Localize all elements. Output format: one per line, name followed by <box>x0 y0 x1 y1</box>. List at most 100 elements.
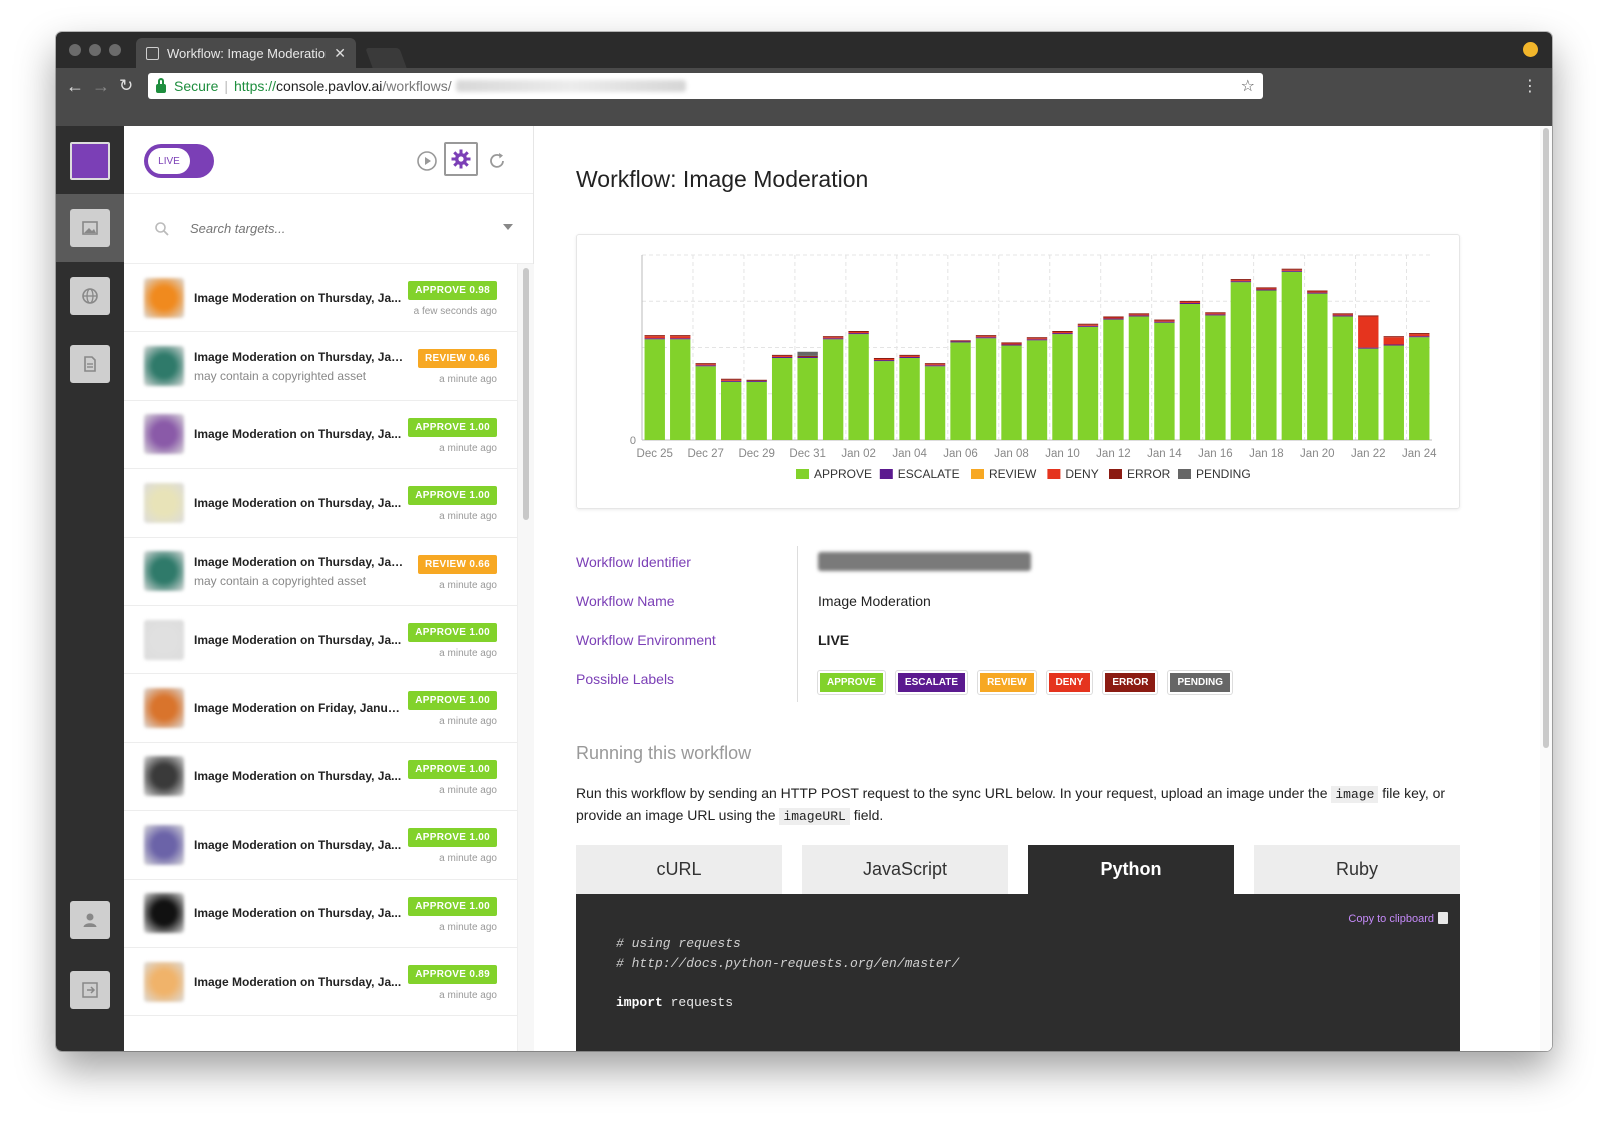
chart-xtick-label: Jan 24 <box>1402 448 1437 460</box>
chart-bar-deny <box>1205 313 1226 315</box>
chart-bar-escalate <box>1256 289 1277 291</box>
item-status: APPROVE 0.98 a few seconds ago <box>408 280 497 317</box>
nav-web[interactable] <box>56 262 124 330</box>
refresh-icon[interactable] <box>486 150 508 172</box>
chart-xtick-label: Dec 25 <box>637 448 673 460</box>
live-toggle[interactable]: LIVE <box>144 144 214 178</box>
identifier-value[interactable] <box>818 552 1031 574</box>
item-title: Image Moderation on Thursday, Ja... <box>194 495 402 510</box>
status-badge: REVIEW 0.66 <box>418 554 497 574</box>
back-icon[interactable]: ← <box>66 76 84 96</box>
target-search <box>124 194 533 264</box>
search-input[interactable] <box>190 221 470 236</box>
chart-xtick-label: Jan 20 <box>1300 448 1335 460</box>
chart-bar-approve <box>924 366 946 440</box>
chart-xtick-label: Jan 10 <box>1045 448 1080 460</box>
nav-account[interactable] <box>56 886 124 954</box>
chart-legend-swatch <box>1178 469 1191 479</box>
chart-bar-approve <box>1256 290 1277 440</box>
play-icon[interactable] <box>416 150 438 172</box>
target-thumbnail <box>144 414 184 455</box>
list-item[interactable]: Image Moderation on Thursday, Ja... APPRO… <box>124 264 517 333</box>
chart-bar-deny <box>771 355 793 357</box>
window-controls <box>69 44 121 56</box>
globe-icon <box>70 277 110 315</box>
item-status: APPROVE 1.00 a minute ago <box>408 690 497 727</box>
list-item[interactable]: Image Moderation on Friday, Janua... APPR… <box>124 674 517 743</box>
environment-row: Workflow Environment LIVE <box>576 624 1460 663</box>
address-bar[interactable]: Secure | https:// console.pavlov.ai /wor… <box>148 73 1263 99</box>
list-item[interactable]: Image Moderation on Thursday, Ja... APPRO… <box>124 880 517 948</box>
lock-icon <box>156 77 166 93</box>
nav-logout[interactable] <box>56 956 124 1024</box>
chart-bar-escalate <box>695 365 716 367</box>
close-window-button[interactable] <box>69 44 81 56</box>
nav-images[interactable] <box>56 194 124 262</box>
chart-bar-deny <box>644 336 665 339</box>
chart-bar-error <box>721 378 742 380</box>
label-chips: APPROVE ESCALATE REVIEW DENY ERROR PENDING <box>818 671 1243 694</box>
chart-bar-deny <box>1154 320 1175 322</box>
brand-logo[interactable] <box>70 142 110 180</box>
zoom-window-button[interactable] <box>109 44 121 56</box>
list-item[interactable]: Image Moderation on Thursday, Ja... APPRO… <box>124 401 517 470</box>
main-scrollbar-thumb[interactable] <box>1543 128 1549 748</box>
list-item[interactable]: Image Moderation on Thursday, Ja... APPRO… <box>124 606 517 675</box>
chart-bar-deny <box>1383 337 1404 345</box>
target-thumbnail <box>144 961 184 1002</box>
chart-bar-error <box>1179 300 1201 302</box>
copy-to-clipboard[interactable]: Copy to clipboard <box>1348 912 1448 925</box>
chart-bar-deny <box>1001 343 1022 345</box>
chevron-down-icon[interactable] <box>503 224 513 230</box>
target-thumbnail <box>144 482 184 523</box>
tab-ruby[interactable]: Ruby <box>1254 845 1460 894</box>
list-scrollbar[interactable] <box>517 264 534 1051</box>
item-status: APPROVE 1.00 a minute ago <box>408 485 497 522</box>
tab-javascript[interactable]: JavaScript <box>802 845 1008 894</box>
settings-gear-icon[interactable] <box>444 142 478 176</box>
target-thumbnail <box>144 893 184 934</box>
tab-curl[interactable]: cURL <box>576 845 782 894</box>
browser-menu-icon[interactable]: ⋮ <box>1522 78 1538 95</box>
list-item[interactable]: Image Moderation on Thursday, Ja... APPRO… <box>124 743 517 812</box>
bookmark-star-icon[interactable]: ☆ <box>1240 78 1255 95</box>
identifier-row: Workflow Identifier <box>576 546 1460 585</box>
target-thumbnail <box>144 277 184 318</box>
item-text: Image Moderation on Thursday, Ja... <box>194 975 404 989</box>
labels-label: Possible Labels <box>576 671 675 687</box>
new-tab-button[interactable] <box>365 48 407 68</box>
chart-legend-label: ESCALATE <box>898 467 960 481</box>
chart-bar-approve <box>1230 282 1252 440</box>
chart-legend-swatch <box>879 469 893 479</box>
chart-bar-deny <box>670 336 691 339</box>
item-note: may contain a copyrighted asset <box>194 573 367 588</box>
browser-tab[interactable]: Workflow: Image Moderation | ✕ <box>136 38 356 68</box>
list-item[interactable]: Image Moderation on Thursday, Ja... APPRO… <box>124 469 517 538</box>
tab-strip: Workflow: Image Moderation | ✕ <box>56 32 1552 68</box>
tab-python[interactable]: Python <box>1028 845 1234 894</box>
list-scrollbar-thumb[interactable] <box>523 268 529 520</box>
chart-bar-approve <box>1205 315 1226 440</box>
run-text-1: Run this workflow by sending an HTTP POS… <box>576 785 1328 801</box>
search-icon <box>155 221 169 236</box>
omnibox-separator: | <box>224 78 228 94</box>
list-item[interactable]: Image Moderation on Thursday, Jan... may … <box>124 332 517 401</box>
close-tab-icon[interactable]: ✕ <box>334 44 346 61</box>
chart-bar-deny <box>695 364 716 366</box>
label-chip-approve: APPROVE <box>818 671 885 694</box>
main-scrollbar[interactable] <box>1540 126 1552 1051</box>
forward-icon[interactable]: → <box>92 76 110 96</box>
profile-icon[interactable] <box>1523 42 1538 57</box>
chart-legend-label: PENDING <box>1196 467 1251 481</box>
label-chip-error: ERROR <box>1103 671 1158 694</box>
nav-documents[interactable] <box>56 330 124 398</box>
list-item[interactable]: Image Moderation on Thursday, Ja... APPRO… <box>124 811 517 880</box>
reload-icon[interactable]: ↻ <box>119 76 134 95</box>
image-key-code: image <box>1331 786 1379 803</box>
list-item[interactable]: Image Moderation on Thursday, Jan... may … <box>124 538 517 606</box>
list-item[interactable]: Image Moderation on Thursday, Ja... APPRO… <box>124 948 517 1017</box>
chart-bar-approve <box>695 366 716 440</box>
minimize-window-button[interactable] <box>89 44 101 56</box>
item-text: Image Moderation on Thursday, Jan... may … <box>194 555 404 588</box>
chart-bar-error <box>1001 342 1022 344</box>
